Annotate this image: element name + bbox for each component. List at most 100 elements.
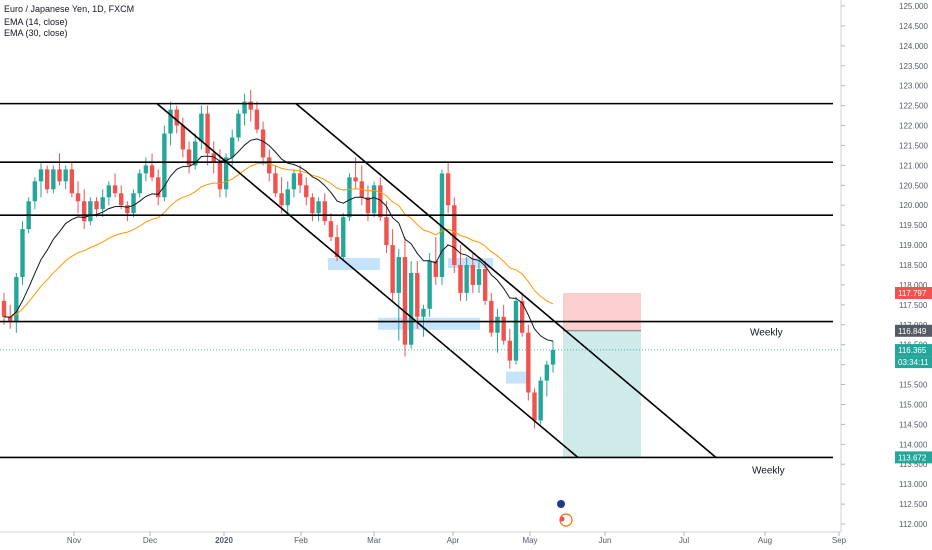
price-tag-bg xyxy=(895,451,932,464)
candle-body xyxy=(199,113,204,142)
candle-body xyxy=(371,185,377,214)
candle-body xyxy=(248,101,253,110)
time-axis[interactable]: Nov Dec 2020 Feb Mar Apr May Jun Jul Aug Sep xyxy=(0,531,847,545)
candle-body xyxy=(217,161,223,190)
candle-body xyxy=(51,169,56,190)
candle-body xyxy=(415,272,420,317)
candle-body xyxy=(316,201,321,214)
channel-line[interactable] xyxy=(295,103,717,459)
candle-body xyxy=(32,181,38,202)
support-zone xyxy=(506,371,530,384)
candle-body xyxy=(544,364,550,381)
candle-body xyxy=(304,185,309,198)
symbol-title: Euro / Japanese Yen, 1D, FXCM xyxy=(4,4,135,14)
candle-body xyxy=(322,201,327,222)
candle-body xyxy=(81,201,87,222)
support-zone xyxy=(378,317,480,330)
candle-body xyxy=(119,193,124,206)
event-icon[interactable] xyxy=(559,516,565,522)
candle-body xyxy=(143,165,149,174)
candle-body xyxy=(193,141,198,166)
price-tick-label: 114.500 xyxy=(899,420,928,429)
candle-body xyxy=(69,169,75,194)
candle-body xyxy=(44,169,50,190)
price-tag-bg xyxy=(895,324,932,337)
candle-body xyxy=(186,149,192,166)
candle-body xyxy=(501,316,506,341)
candle-body xyxy=(254,109,260,130)
price-tick-label: 117.500 xyxy=(899,301,928,310)
candle-body xyxy=(489,300,494,333)
candle-body xyxy=(519,300,525,333)
time-tick-label: May xyxy=(522,536,537,545)
time-tick-label: Mar xyxy=(367,536,381,545)
candle-body xyxy=(236,113,241,138)
candle-body xyxy=(476,268,482,285)
support-zones xyxy=(328,258,530,384)
time-tick-label: Apr xyxy=(447,536,460,545)
candle-body xyxy=(88,201,93,222)
ema30-legend: EMA (30, close) xyxy=(4,28,68,38)
economic-events[interactable] xyxy=(557,500,573,527)
candle-body xyxy=(100,197,105,210)
candle-body xyxy=(285,189,290,206)
time-tick-label: Sep xyxy=(832,536,847,545)
price-tick-label: 113.000 xyxy=(899,480,928,489)
candle-body xyxy=(452,205,457,265)
candle-body xyxy=(75,193,81,202)
price-tick-label: 124.000 xyxy=(899,42,928,51)
candle-body xyxy=(7,316,13,321)
weekly-label: Weekly xyxy=(752,465,785,476)
price-tag: 116.849 xyxy=(895,324,932,337)
candle-body xyxy=(162,133,167,198)
time-tick-label: Aug xyxy=(758,536,772,545)
candle-body xyxy=(365,197,371,214)
price-tick-label: 114.000 xyxy=(899,440,928,449)
price-axis[interactable]: 125.000 124.500 124.000 123.500 123.000 122.5… xyxy=(840,0,928,532)
ema-lines xyxy=(3,138,554,342)
take-profit-zone[interactable] xyxy=(563,330,641,458)
ema30-line xyxy=(3,162,554,318)
price-tick-label: 122.500 xyxy=(899,102,928,111)
candle-body xyxy=(94,201,99,210)
price-tag: 116.365 xyxy=(895,344,932,357)
candle-body xyxy=(526,332,531,393)
support-zone xyxy=(328,258,380,270)
price-tick-label: 112.500 xyxy=(899,500,928,509)
candle-body xyxy=(532,392,537,421)
price-tag: 113.672 xyxy=(895,451,932,464)
candle-body xyxy=(353,177,358,182)
candle-body xyxy=(279,193,284,206)
candle-body xyxy=(482,268,488,301)
candle-body xyxy=(334,237,340,258)
candle-body xyxy=(156,177,161,198)
stop-loss-zone[interactable] xyxy=(563,293,641,331)
candle-body xyxy=(131,193,136,214)
time-tick-label: 2020 xyxy=(215,536,233,545)
time-tick-label: Feb xyxy=(294,536,308,545)
time-tick-label: Jun xyxy=(599,536,612,545)
candle-body xyxy=(63,169,68,182)
candle-body xyxy=(20,229,25,277)
drawn-lines[interactable]: Weekly Weekly xyxy=(0,102,841,477)
candle-body xyxy=(273,173,278,194)
candlesticks xyxy=(1,89,556,429)
candle-body xyxy=(106,185,112,198)
price-tags: 117.797 116.849 116.365 03:34:11 113.672 xyxy=(895,287,932,464)
long-position-tool[interactable] xyxy=(563,293,641,458)
candle-body xyxy=(396,257,401,293)
price-tag-label: 116.849 xyxy=(898,327,927,336)
candle-body xyxy=(291,173,297,190)
event-icon[interactable] xyxy=(557,500,565,508)
candle-body xyxy=(470,265,476,285)
price-tag-bg xyxy=(895,287,932,300)
candle-body xyxy=(328,221,334,238)
channel-line[interactable] xyxy=(156,103,579,459)
candle-body xyxy=(513,300,519,361)
candle-body xyxy=(495,316,500,333)
candle-body xyxy=(112,185,118,194)
price-tick-label: 123.000 xyxy=(899,82,928,91)
candle-body xyxy=(267,157,272,174)
price-tick-label: 115.000 xyxy=(899,400,928,409)
